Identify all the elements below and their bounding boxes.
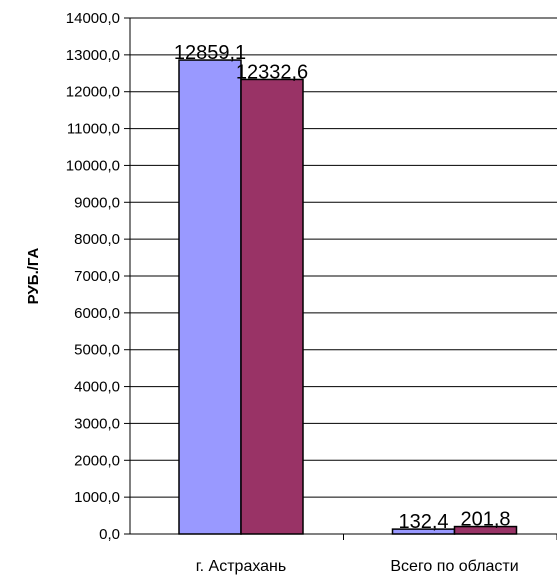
y-tick-label: 10000,0 [66, 157, 120, 174]
y-tick-label: 3000,0 [74, 415, 120, 432]
y-tick-label: 5000,0 [74, 342, 120, 359]
y-tick-label: 8000,0 [74, 231, 120, 248]
bars [178, 59, 518, 535]
y-axis-ticks: 0,0 1000,0 2000,0 3000,0 4000,0 5000,0 6000,0 7… [66, 10, 130, 543]
y-tick-label: 9000,0 [74, 194, 120, 211]
y-tick-label: 13000,0 [66, 47, 120, 64]
y-tick-label: 7000,0 [74, 268, 120, 285]
y-tick-label: 1000,0 [74, 489, 120, 506]
y-tick-label: 6000,0 [74, 305, 120, 322]
y-axis-title: РУБ./ГА [25, 248, 42, 305]
data-label: 12859,1 [174, 42, 246, 64]
bar [178, 59, 242, 535]
y-tick-label: 4000,0 [74, 379, 120, 396]
y-tick-label: 14000,0 [66, 10, 120, 27]
x-tick-label: Всего по области [390, 558, 518, 575]
bar [240, 78, 304, 535]
y-tick-label: 12000,0 [66, 84, 120, 101]
x-axis-ticks: г. Астрахань Всего по области [196, 534, 557, 575]
bar [453, 525, 518, 535]
x-tick-label: г. Астрахань [196, 558, 286, 575]
data-label: 12332,6 [236, 61, 308, 83]
y-tick-label: 0,0 [99, 526, 120, 543]
data-label: 132,4 [398, 511, 448, 533]
y-tick-label: 11000,0 [67, 121, 120, 138]
y-tick-label: 2000,0 [74, 452, 120, 469]
data-label: 201,8 [460, 509, 510, 531]
